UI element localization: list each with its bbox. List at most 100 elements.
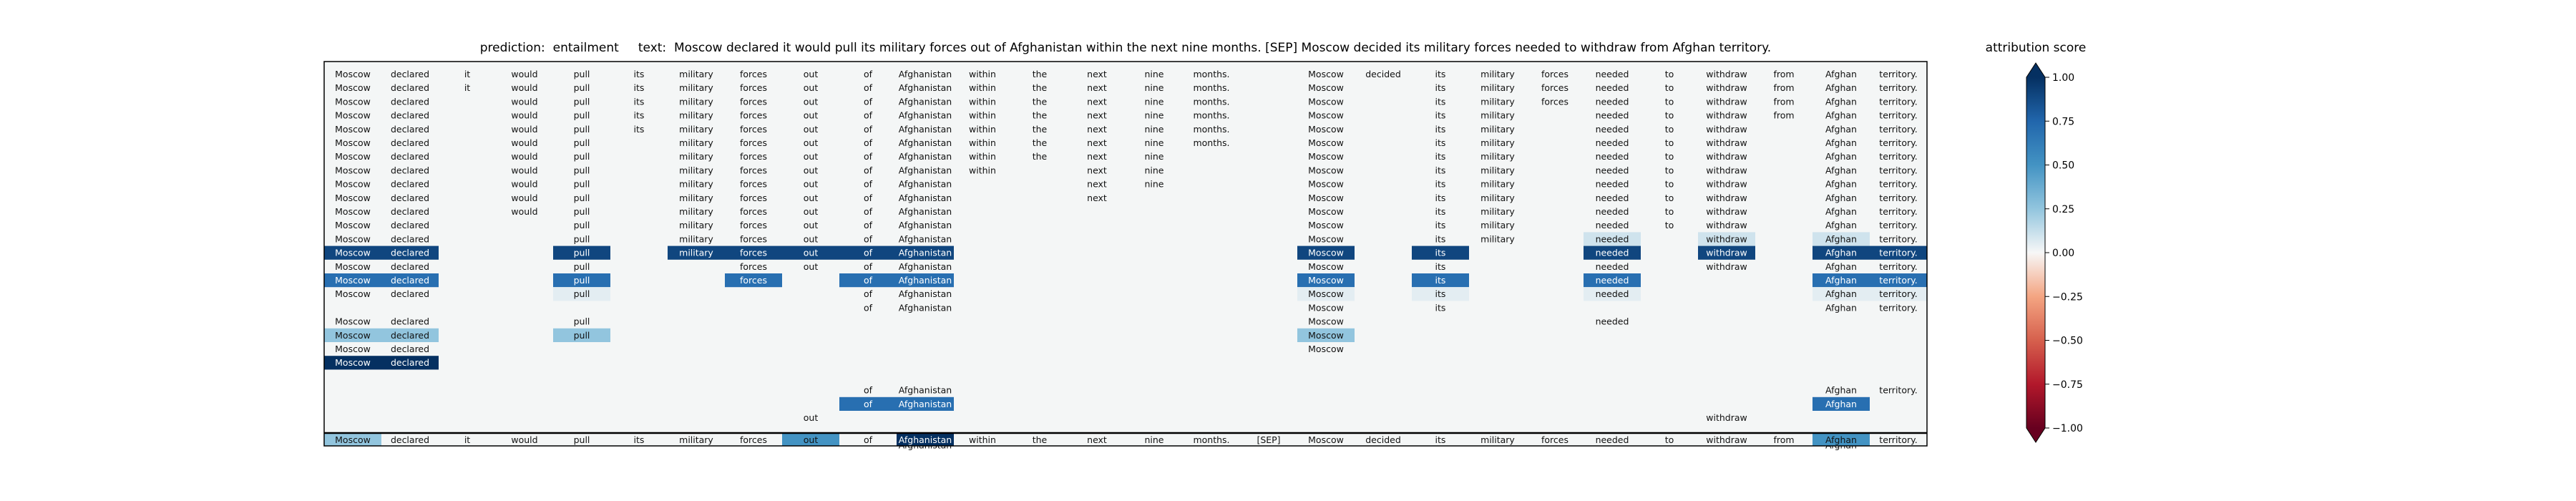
colorbar-title: attribution score bbox=[1985, 41, 2087, 55]
heatmap-cell bbox=[1698, 232, 1755, 246]
original-token-cell bbox=[1355, 433, 1412, 446]
token-label: pull bbox=[574, 233, 590, 244]
token-label: declared bbox=[391, 233, 429, 244]
original-token-label: pull bbox=[574, 434, 590, 445]
original-token-label: Afghan bbox=[1825, 434, 1857, 445]
token-label: would bbox=[511, 69, 537, 79]
original-token-label: next bbox=[1087, 434, 1107, 445]
colorbar-tick-label: 0.00 bbox=[2052, 248, 2074, 259]
token-label: Moscow bbox=[335, 137, 371, 148]
token-label: forces bbox=[1541, 69, 1568, 79]
original-token-cell bbox=[1813, 433, 1870, 446]
original-token-cell bbox=[324, 433, 381, 446]
token-label: Moscow bbox=[335, 288, 371, 299]
token-label: military bbox=[679, 82, 713, 93]
token-label: withdraw bbox=[1706, 248, 1747, 258]
token-label: territory. bbox=[1879, 165, 1917, 175]
token-label: of bbox=[864, 233, 873, 244]
token-label: withdraw bbox=[1706, 206, 1747, 217]
original-token-cell bbox=[1297, 433, 1355, 446]
token-label: out bbox=[804, 82, 819, 93]
token-label: Moscow bbox=[1308, 165, 1344, 175]
token-label: territory. bbox=[1879, 151, 1917, 162]
token-label: pull bbox=[574, 275, 590, 286]
token-label: its bbox=[634, 69, 645, 79]
token-label: pull bbox=[574, 206, 590, 217]
token-label: Afghanistan bbox=[899, 288, 952, 299]
token-label: to bbox=[1665, 206, 1674, 217]
token-label: Afghanistan bbox=[899, 302, 952, 313]
token-label: Afghanistan bbox=[899, 69, 952, 79]
token-label: within bbox=[969, 69, 996, 79]
token-label: Moscow bbox=[335, 316, 371, 327]
token-label: Moscow bbox=[335, 151, 371, 162]
token-label: Moscow bbox=[335, 357, 371, 368]
token-label: Moscow bbox=[1308, 248, 1344, 258]
heatmap-frame bbox=[323, 61, 1928, 447]
token-label: pull bbox=[574, 165, 590, 175]
token-label: the bbox=[1033, 69, 1048, 79]
heatmap-cell bbox=[1412, 245, 1469, 260]
token-label: territory. bbox=[1879, 69, 1917, 79]
original-token-label: its bbox=[1435, 434, 1446, 445]
token-label: forces bbox=[740, 233, 767, 244]
token-label: the bbox=[1033, 110, 1048, 121]
token-label: next bbox=[1087, 110, 1107, 121]
token-label: out bbox=[804, 261, 819, 272]
token-label: of bbox=[864, 137, 873, 148]
token-label: declared bbox=[391, 357, 429, 368]
token-label: declared bbox=[391, 110, 429, 121]
token-label: Moscow bbox=[335, 233, 371, 244]
token-label: to bbox=[1665, 82, 1674, 93]
token-label: forces bbox=[740, 151, 767, 162]
token-label: military bbox=[1480, 165, 1515, 175]
original-token-cell bbox=[1755, 433, 1813, 446]
token-label: pull bbox=[574, 110, 590, 121]
token-label: Afghan bbox=[1825, 124, 1857, 135]
colorbar-tick-label: −0.50 bbox=[2052, 336, 2083, 347]
token-label: would bbox=[511, 96, 537, 107]
token-label: withdraw bbox=[1706, 193, 1747, 203]
token-label: its bbox=[1435, 165, 1446, 175]
token-label: declared bbox=[391, 330, 429, 341]
token-label: withdraw bbox=[1706, 69, 1747, 79]
token-label: territory. bbox=[1879, 385, 1917, 396]
token-label: Afghanistan bbox=[899, 399, 952, 409]
token-label: from bbox=[1773, 69, 1794, 79]
token-label: pull bbox=[574, 124, 590, 135]
token-label: its bbox=[1435, 288, 1446, 299]
token-label: Afghanistan bbox=[899, 110, 952, 121]
token-label: next bbox=[1087, 96, 1107, 107]
token-label: territory. bbox=[1879, 302, 1917, 313]
token-label: forces bbox=[740, 220, 767, 230]
token-label: Afghanistan bbox=[899, 124, 952, 135]
token-label: Afghanistan bbox=[899, 165, 952, 175]
token-label: military bbox=[679, 233, 713, 244]
colorbar-tick-label: −0.75 bbox=[2052, 379, 2083, 391]
token-label: military bbox=[1480, 96, 1515, 107]
token-label: territory. bbox=[1879, 96, 1917, 107]
token-label: out bbox=[804, 412, 819, 423]
token-label: military bbox=[679, 96, 713, 107]
token-label: Moscow bbox=[1308, 275, 1344, 286]
token-label: the bbox=[1033, 82, 1048, 93]
token-label: needed bbox=[1596, 233, 1629, 244]
colorbar-bottom-extension bbox=[2026, 428, 2045, 442]
token-label: territory. bbox=[1879, 206, 1917, 217]
token-label: of bbox=[864, 275, 873, 286]
original-token-label: [SEP] bbox=[1257, 434, 1280, 445]
token-label: Moscow bbox=[335, 165, 371, 175]
token-label: Afghanistan bbox=[899, 206, 952, 217]
token-label: its bbox=[1435, 248, 1446, 258]
token-label: Moscow bbox=[1308, 179, 1344, 190]
token-label: to bbox=[1665, 69, 1674, 79]
token-label: forces bbox=[740, 275, 767, 286]
token-label: declared bbox=[391, 344, 429, 354]
token-label: Moscow bbox=[1308, 137, 1344, 148]
token-label: nine bbox=[1144, 82, 1163, 93]
token-label: of bbox=[864, 110, 873, 121]
token-label: would bbox=[511, 179, 537, 190]
token-label: needed bbox=[1596, 165, 1629, 175]
original-token-cell bbox=[1068, 433, 1126, 446]
